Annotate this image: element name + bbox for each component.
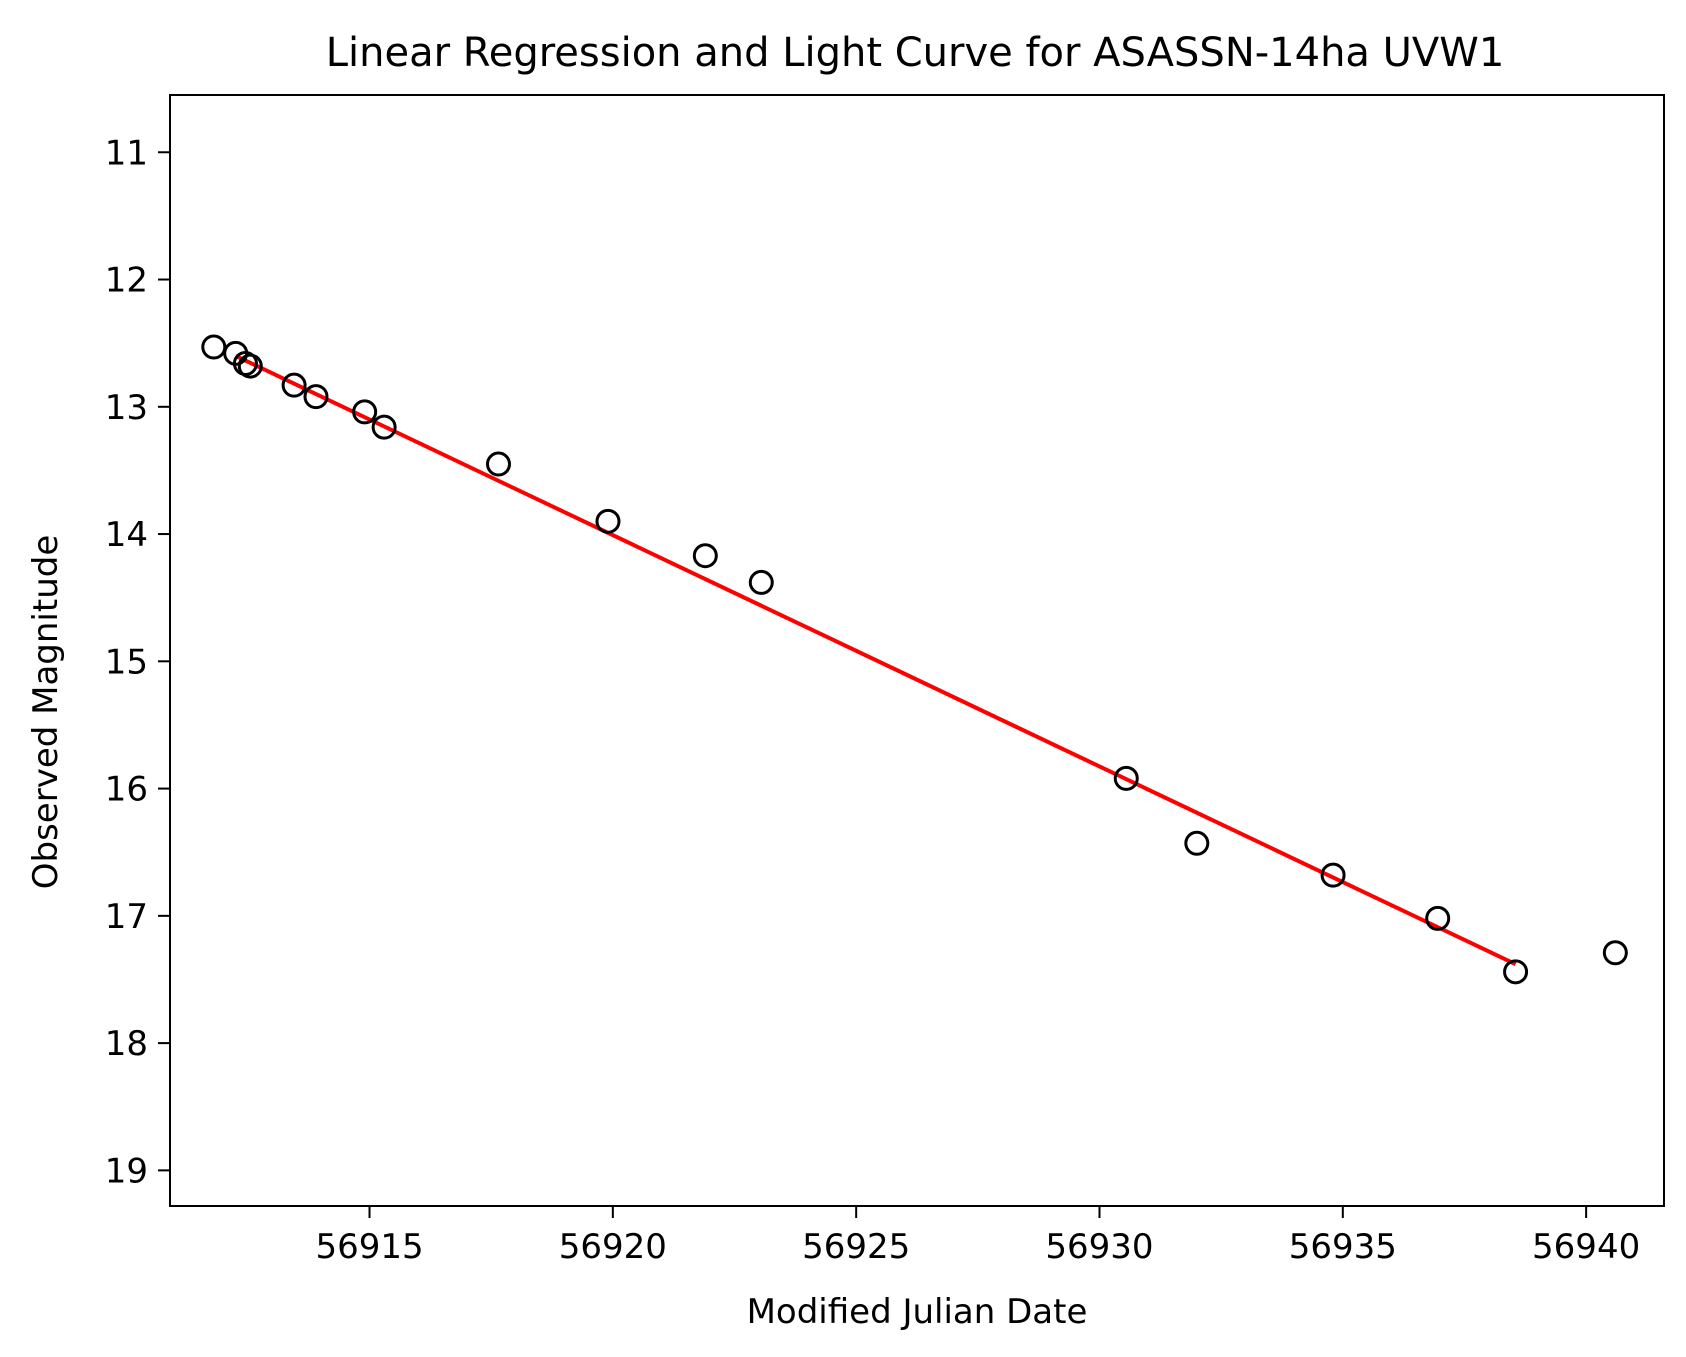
data-point — [201, 334, 227, 360]
data-point — [1425, 905, 1451, 931]
y-tick-label: 11 — [105, 133, 148, 173]
plot-frame — [169, 94, 1665, 1207]
x-tick-label: 56930 — [1045, 1227, 1153, 1267]
data-point — [237, 353, 263, 379]
x-tick-label: 56920 — [559, 1227, 667, 1267]
data-point — [1184, 830, 1210, 856]
data-marks — [201, 334, 1628, 985]
y-axis-label: Observed Magnitude — [26, 535, 66, 890]
x-axis: 56915 56920 56925 56930 56935 56940 — [315, 1206, 1640, 1267]
x-tick-label: 56935 — [1289, 1227, 1397, 1267]
data-point — [303, 384, 329, 410]
data-point — [748, 569, 774, 595]
data-point — [1113, 765, 1139, 791]
x-axis-label: Modified Julian Date — [747, 1292, 1088, 1332]
data-point — [1602, 940, 1628, 966]
data-point — [595, 508, 621, 534]
y-tick-label: 15 — [105, 642, 148, 682]
y-tick-label: 13 — [105, 388, 148, 428]
y-tick-label: 16 — [105, 770, 148, 810]
y-tick-label: 14 — [105, 515, 148, 555]
x-tick-label: 56925 — [802, 1227, 910, 1267]
data-point — [1503, 959, 1529, 985]
y-tick-label: 19 — [105, 1151, 148, 1191]
data-point — [692, 543, 718, 569]
data-point — [352, 399, 378, 425]
data-point — [1320, 862, 1346, 888]
y-tick-label: 12 — [105, 261, 148, 301]
regression-line — [234, 354, 1517, 967]
data-point — [485, 451, 511, 477]
y-axis: 11 12 13 14 15 16 17 18 19 — [105, 133, 170, 1191]
x-tick-label: 56915 — [315, 1227, 423, 1267]
plot-area — [169, 94, 1665, 1207]
data-point — [281, 372, 307, 398]
y-tick-label: 18 — [105, 1024, 148, 1064]
data-point — [371, 414, 397, 440]
y-tick-label: 17 — [105, 897, 148, 937]
x-tick-label: 56940 — [1532, 1227, 1640, 1267]
chart-title: Linear Regression and Light Curve for AS… — [326, 30, 1505, 76]
